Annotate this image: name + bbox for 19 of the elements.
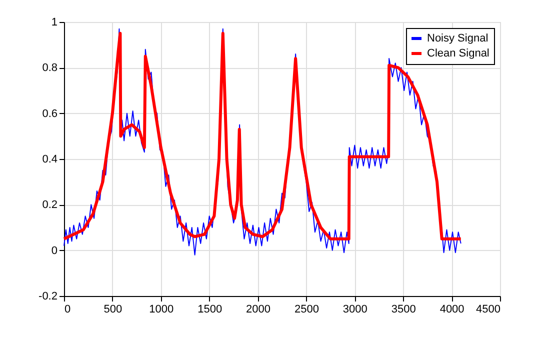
y-tick-label: -0.2: [38, 290, 58, 302]
x-tick-label: 3500: [391, 304, 416, 316]
x-tick-label: 1000: [149, 304, 174, 316]
x-tick-label: 4000: [440, 304, 464, 316]
y-tick-label: 0: [51, 244, 58, 257]
y-tick-label: 0.8: [42, 62, 58, 74]
y-tick-label: 0.6: [42, 108, 58, 120]
x-tick-label: 3000: [342, 304, 368, 316]
x-tick-label: 500: [104, 304, 122, 316]
x-tick-label: 2500: [294, 304, 319, 316]
y-tick-label: 0.4: [42, 154, 58, 166]
legend-label: Noisy Signal: [427, 32, 488, 44]
y-tick-label: 1: [51, 16, 58, 28]
x-tick-label: 2000: [246, 304, 271, 316]
legend-label: Clean Signal: [427, 48, 490, 60]
x-tick-label: 0: [64, 304, 71, 316]
y-tick-label: 0.2: [42, 199, 58, 212]
x-tick-label: 4500: [476, 304, 500, 316]
x-tick-label: 1500: [198, 304, 222, 316]
